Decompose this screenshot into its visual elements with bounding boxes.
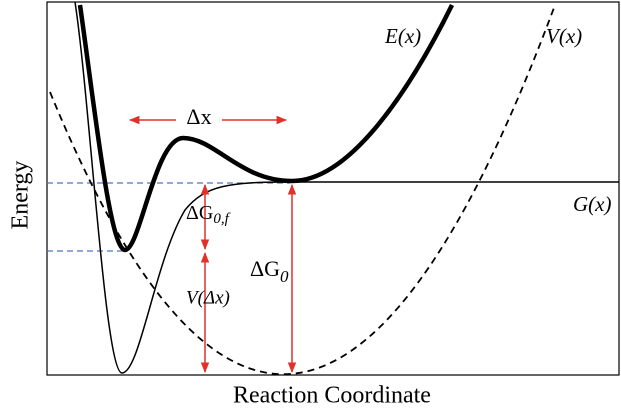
x-axis-label: Reaction Coordinate xyxy=(233,383,431,409)
v-curve xyxy=(49,4,556,376)
g-curve xyxy=(74,1,619,374)
vdx-label: V(Δx) xyxy=(186,287,230,308)
e-curve xyxy=(77,4,455,253)
dg0f-main: ΔG xyxy=(186,202,213,224)
dg0-sub: 0 xyxy=(280,267,289,286)
arrows xyxy=(128,115,297,374)
v-label: V(x) xyxy=(546,24,582,48)
y-axis-label: Energy xyxy=(8,161,34,230)
dg0-label: ΔG0 xyxy=(250,256,289,286)
dx-label: Δx xyxy=(186,104,211,129)
dg0f-sub: 0,f xyxy=(213,211,230,227)
dg0f-label: ΔG0,f xyxy=(186,202,231,228)
e-label: E(x) xyxy=(384,24,421,48)
g-label: G(x) xyxy=(573,192,611,216)
frame xyxy=(46,1,620,376)
dg0-main: ΔG xyxy=(250,256,280,281)
